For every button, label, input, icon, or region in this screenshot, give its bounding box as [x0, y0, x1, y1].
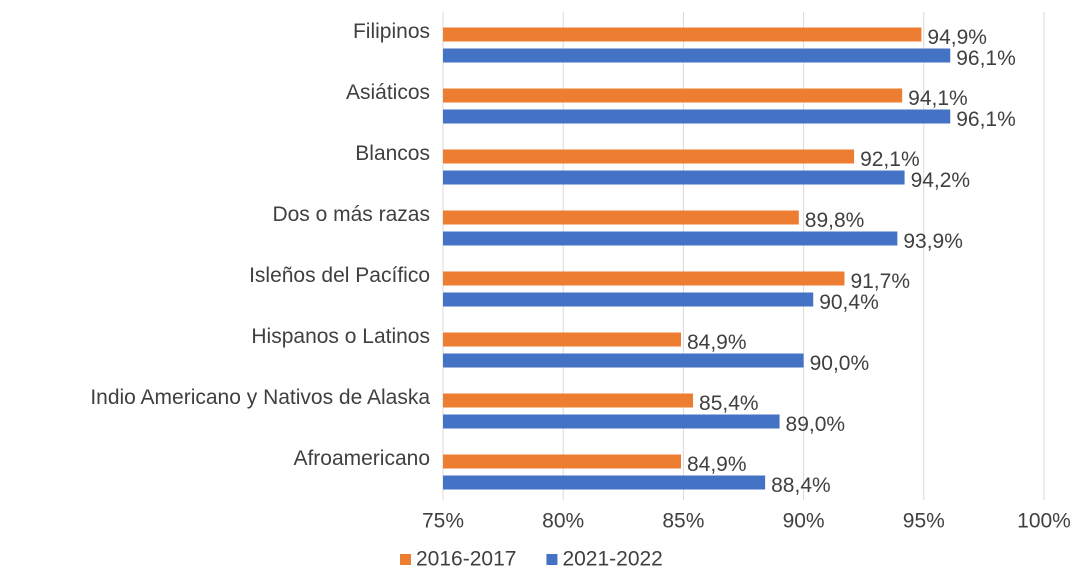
category-label: Isleños del Pacífico [249, 264, 430, 287]
bar [443, 271, 845, 286]
data-label: 91,7% [850, 270, 910, 293]
bar [443, 414, 780, 429]
legend-label: 2021-2022 [562, 548, 662, 571]
legend-swatch [400, 554, 411, 565]
bar [443, 88, 903, 103]
data-label: 84,9% [687, 331, 747, 354]
bar [443, 475, 766, 490]
data-label: 90,0% [810, 352, 870, 375]
bar [443, 292, 814, 307]
legend-label: 2016-2017 [416, 548, 516, 571]
data-label: 94,1% [908, 87, 968, 110]
category-label: Filipinos [353, 20, 430, 43]
bar [443, 149, 855, 164]
data-label: 94,2% [911, 169, 971, 192]
bar [443, 170, 905, 185]
bar [443, 353, 804, 368]
x-tick-label: 85% [662, 510, 704, 533]
data-label: 96,1% [956, 47, 1016, 70]
category-label: Blancos [355, 142, 430, 165]
data-label: 92,1% [860, 148, 920, 171]
data-label: 93,9% [903, 230, 963, 253]
bar [443, 393, 694, 408]
data-label: 84,9% [687, 453, 747, 476]
bar [443, 454, 681, 469]
bar [443, 27, 922, 42]
data-label: 96,1% [956, 108, 1016, 131]
bar [443, 210, 799, 225]
data-label: 89,8% [805, 209, 865, 232]
x-tick-label: 95% [903, 510, 945, 533]
data-label: 88,4% [771, 474, 831, 497]
category-label: Afroamericano [293, 447, 430, 470]
x-tick-label: 80% [542, 510, 584, 533]
bar [443, 231, 898, 246]
category-label: Hispanos o Latinos [251, 325, 430, 348]
category-label: Dos o más razas [272, 203, 430, 226]
legend-swatch [546, 554, 558, 565]
bar [443, 332, 681, 347]
data-label: 90,4% [819, 291, 879, 314]
x-tick-label: 75% [422, 510, 464, 533]
bar [443, 48, 951, 63]
x-tick-label: 100% [1017, 510, 1071, 533]
x-tick-label: 90% [783, 510, 825, 533]
data-label: 85,4% [699, 392, 759, 415]
category-label: Asiáticos [346, 81, 430, 104]
data-label: 94,9% [927, 26, 987, 49]
bar [443, 109, 951, 124]
category-label: Indio Americano y Nativos de Alaska [90, 386, 430, 409]
data-label: 89,0% [786, 413, 846, 436]
